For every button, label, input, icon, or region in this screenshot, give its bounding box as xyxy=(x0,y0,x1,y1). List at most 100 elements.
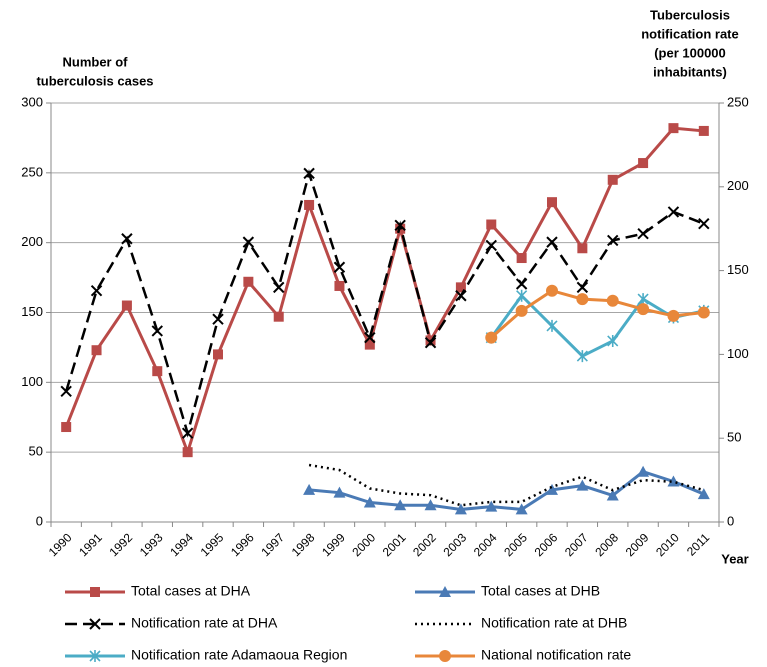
marker xyxy=(243,276,254,287)
marker-shape xyxy=(546,284,558,297)
x-tick-label: 2001 xyxy=(380,530,409,559)
y-tick-label: 100 xyxy=(21,374,43,389)
marker xyxy=(151,325,163,337)
marker-shape xyxy=(607,234,619,247)
marker xyxy=(89,618,101,630)
marker xyxy=(637,228,649,240)
y2-axis-title: Tuberculosis xyxy=(650,7,730,22)
marker xyxy=(697,306,710,319)
marker-shape xyxy=(424,336,437,349)
x-tick-label: 2003 xyxy=(440,530,469,559)
marker xyxy=(546,483,558,495)
marker xyxy=(424,336,437,349)
marker-shape xyxy=(668,123,679,134)
marker xyxy=(304,199,315,210)
marker xyxy=(364,331,376,344)
y2-tick-label: 150 xyxy=(727,262,749,277)
marker xyxy=(91,345,102,356)
marker-shape xyxy=(424,499,437,511)
marker-shape xyxy=(394,219,406,232)
x-tick-label: 1996 xyxy=(228,530,257,559)
legend-label: Notification rate Adamaoua Region xyxy=(131,647,347,663)
marker xyxy=(546,284,558,297)
x-tick-label: 1997 xyxy=(258,530,287,559)
x-tick-label: 2007 xyxy=(562,530,591,559)
marker xyxy=(698,217,710,230)
marker xyxy=(668,123,679,134)
x-tick-label: 2000 xyxy=(349,530,378,559)
marker-shape xyxy=(333,261,346,273)
x-tick-label: 2006 xyxy=(532,530,561,559)
x-tick-label: 1995 xyxy=(198,530,227,559)
marker xyxy=(637,465,650,477)
marker xyxy=(121,233,133,245)
marker xyxy=(181,427,194,439)
marker xyxy=(637,293,649,306)
marker-shape xyxy=(212,313,224,325)
x-tick-label: 1999 xyxy=(319,530,348,559)
marker xyxy=(121,300,132,311)
marker-shape xyxy=(515,304,528,317)
x-tick-label: 1998 xyxy=(289,530,318,559)
x-tick-label: 2005 xyxy=(501,530,530,559)
marker xyxy=(546,319,558,332)
y2-axis-title: notification rate xyxy=(641,26,739,41)
marker-shape xyxy=(273,281,285,294)
marker-shape xyxy=(698,125,709,136)
marker-shape xyxy=(242,236,255,248)
marker xyxy=(486,219,497,230)
marker xyxy=(607,334,619,347)
x-tick-label: 1994 xyxy=(167,530,196,559)
marker xyxy=(546,236,558,248)
marker xyxy=(515,503,528,515)
marker xyxy=(576,479,589,491)
x-tick-label: 2004 xyxy=(471,530,500,559)
marker xyxy=(455,290,467,302)
marker-shape xyxy=(546,236,558,248)
y2-tick-label: 100 xyxy=(727,346,749,361)
x-tick-label: 2002 xyxy=(410,530,439,559)
x-tick-label: 2011 xyxy=(684,530,712,558)
marker-shape xyxy=(182,447,193,458)
marker-shape xyxy=(697,488,710,500)
x-tick-label: 1992 xyxy=(106,530,135,559)
marker xyxy=(576,281,589,294)
marker-shape xyxy=(515,503,528,515)
legend-label: Notification rate at DHB xyxy=(481,615,627,631)
y-tick-label: 250 xyxy=(21,164,43,179)
y-tick-label: 300 xyxy=(21,94,43,109)
marker xyxy=(576,293,589,306)
marker xyxy=(638,158,649,169)
marker-shape xyxy=(485,239,497,252)
marker-shape xyxy=(334,280,345,291)
marker-shape xyxy=(363,496,376,508)
marker-shape xyxy=(151,325,163,337)
marker-shape xyxy=(637,465,650,477)
marker xyxy=(273,281,285,294)
marker-shape xyxy=(455,282,466,293)
y2-axis-title: inhabitants) xyxy=(653,64,727,79)
y-tick-label: 0 xyxy=(36,513,43,528)
marker-shape xyxy=(516,253,527,264)
marker-shape xyxy=(303,483,316,495)
legend-label: Total cases at DHB xyxy=(481,583,600,599)
marker xyxy=(637,303,650,316)
series-line xyxy=(490,293,705,358)
marker-shape xyxy=(455,290,467,302)
marker-shape xyxy=(61,422,72,433)
marker-shape xyxy=(152,366,163,377)
marker-shape xyxy=(607,174,618,185)
marker-shape xyxy=(667,309,680,322)
marker xyxy=(60,385,72,397)
legend-label: Notification rate at DHA xyxy=(131,615,278,631)
marker-shape xyxy=(606,294,619,307)
marker-shape xyxy=(606,489,619,501)
x-tick-label: 2008 xyxy=(592,530,621,559)
y-tick-label: 150 xyxy=(21,304,43,319)
marker-shape xyxy=(637,293,649,306)
marker-shape xyxy=(304,199,315,210)
marker xyxy=(577,243,588,254)
marker xyxy=(485,500,498,512)
y-axis-title: Number of xyxy=(63,54,129,69)
